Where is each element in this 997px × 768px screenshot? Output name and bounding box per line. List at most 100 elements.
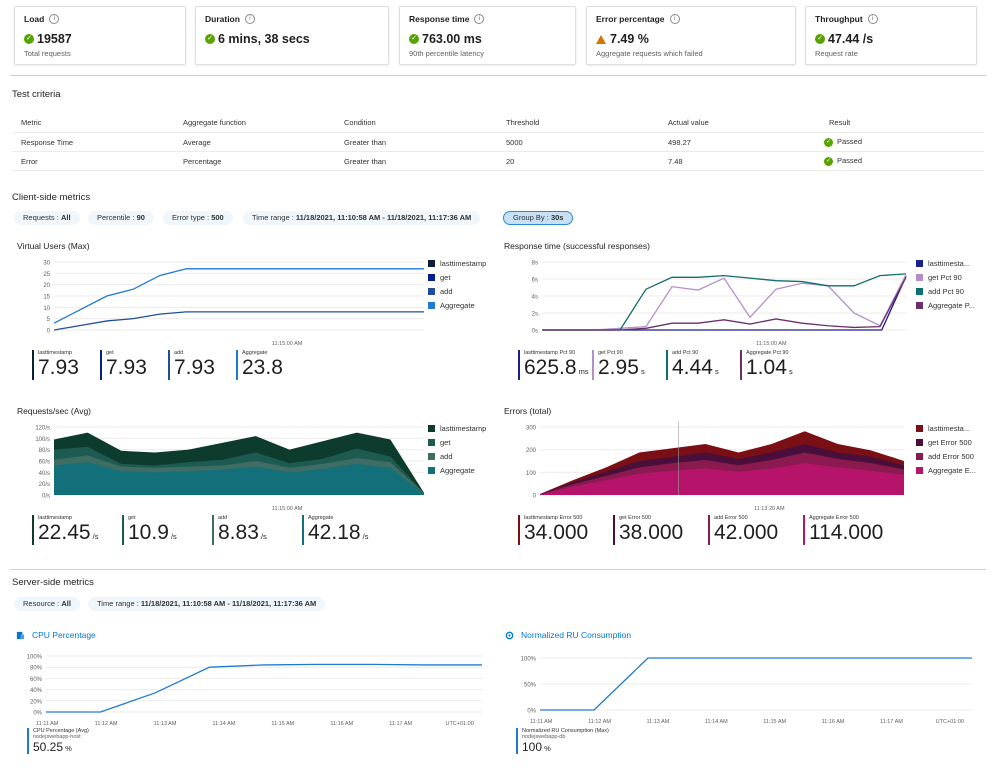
success-check-icon: ✓ (205, 34, 215, 44)
x-tick-label: 11:15:00 AM (272, 506, 303, 512)
x-tick-label: 11:15 AM (763, 719, 786, 725)
series-area[interactable] (540, 463, 904, 495)
chart-ru-consumption[interactable]: 100% 50% 0% 11:11 AM 11:12 AM 11:13 AM 11:14 A… (500, 650, 980, 726)
metric-value: 10.9 (128, 521, 169, 544)
legend-item[interactable]: lasttimestamp (428, 259, 486, 268)
metric-tile[interactable]: add Pct 90 4.44 s (666, 350, 719, 380)
legend-swatch (428, 453, 435, 460)
legend-label: Aggregate P... (928, 301, 975, 310)
metric-tile[interactable]: CPU Percentage (Avg) nodejswebapp-host 50.… (27, 728, 89, 754)
legend-item[interactable]: Aggregate E... (916, 466, 976, 475)
metric-label: lasttimestamp (38, 350, 72, 356)
metric-tile[interactable]: get Pct 90 2.95 s (592, 350, 645, 380)
metric-tile[interactable]: Aggregate Error 500 114.000 (803, 515, 883, 545)
metric-tile[interactable]: add 8.83 /s (212, 515, 267, 545)
info-icon[interactable]: i (867, 14, 878, 24)
x-tick-label: 11:15:00 AM (756, 341, 787, 347)
chart-errors[interactable]: 300 200 100 0 11:13:20 AM (500, 421, 910, 513)
metric-tile[interactable]: Aggregate Pct 90 1.04 s (740, 350, 793, 380)
legend-swatch (428, 439, 435, 446)
legend-item[interactable]: get Error 500 (916, 438, 972, 447)
metric-label: get Error 500 (619, 515, 652, 521)
filter-server-time-range[interactable]: Time range : 11/18/2021, 11:10:58 AM - 1… (88, 597, 326, 611)
chart-cpu-percentage[interactable]: 100% 80% 60% 40% 20% 0% 11:11 AM 11:12 AM 11:13 … (12, 650, 490, 726)
column-header: Threshold (506, 118, 540, 127)
metric-tile[interactable]: Aggregate 42.18 /s (302, 515, 368, 545)
info-icon[interactable]: i (669, 14, 680, 24)
legend-item[interactable]: add (428, 287, 453, 296)
metric-tile[interactable]: lasttimestamp 22.45 /s (32, 515, 98, 545)
metric-tile[interactable]: lasttimestamp Error 500 34.000 (518, 515, 588, 545)
legend-item[interactable]: lasttimestamp (428, 424, 486, 433)
x-tick-label: 11:14 AM (213, 721, 236, 726)
metric-tile[interactable]: add 7.93 (168, 350, 215, 380)
legend-item[interactable]: lasttimesta... (916, 424, 970, 433)
y-tick-label: 0s (532, 329, 538, 335)
metric-tile[interactable]: Aggregate 23.8 (236, 350, 283, 380)
metric-tile[interactable]: lasttimestamp 7.93 (32, 350, 79, 380)
table-cell: Greater than (344, 138, 387, 147)
metric-label: Normalized RU Consumption (Max) (522, 728, 609, 734)
metric-tile[interactable]: get Error 500 38.000 (613, 515, 683, 545)
metric-tile[interactable]: Normalized RU Consumption (Max) nodejsweb… (516, 728, 609, 754)
filter-error-type[interactable]: Error type : 500 (163, 211, 233, 225)
filter-resource[interactable]: Resource : All (14, 597, 80, 611)
filter-time-range[interactable]: Time range : 11/18/2021, 11:10:58 AM - 1… (243, 211, 481, 225)
legend-item[interactable]: add Error 500 (916, 452, 974, 461)
series-area[interactable] (54, 462, 424, 495)
ru-consumption-link[interactable]: Normalized RU Consumption (505, 630, 631, 640)
legend-swatch (916, 288, 923, 295)
chart-virtual-users[interactable]: 30 25 20 15 10 5 0 11:15:00 AM (12, 256, 424, 348)
y-tick-label: 30 (43, 261, 50, 267)
legend-item[interactable]: Aggregate (428, 301, 475, 310)
legend-item[interactable]: get Pct 90 (916, 273, 962, 282)
y-tick-label: 80% (30, 666, 43, 672)
metric-label: get (106, 350, 114, 356)
x-tick-label: 11:15:00 AM (272, 341, 303, 347)
x-tick-label: 11:17 AM (389, 721, 412, 726)
filter-percentile[interactable]: Percentile : 90 (88, 211, 154, 225)
legend-item[interactable]: Aggregate P... (916, 301, 975, 310)
legend-swatch (916, 425, 923, 432)
metric-tile[interactable]: get 7.93 (100, 350, 147, 380)
result-text: Passed (837, 137, 863, 146)
info-icon[interactable]: i (49, 14, 60, 24)
chart-response-time[interactable]: 8s 6s 4s 2s 0s 11:15:00 AM (500, 256, 910, 348)
chart-requests-sec[interactable]: 120/s 100/s 80/s 60/s 40/s 20/s 0/s 11:15:00 AM (12, 421, 424, 513)
legend-item[interactable]: add (428, 452, 453, 461)
metric-tile[interactable]: lasttimestamp Pct 90 625.8 ms (518, 350, 589, 380)
legend-item[interactable]: get (428, 438, 450, 447)
series-line[interactable] (542, 276, 907, 331)
info-icon[interactable]: i (244, 14, 255, 24)
legend-swatch (916, 453, 923, 460)
kpi-value: 763.00 ms (422, 32, 482, 46)
y-tick-label: 100 (526, 471, 537, 477)
chart-title-errors: Errors (total) (504, 406, 552, 416)
y-tick-label: 6s (532, 278, 538, 284)
series-line[interactable] (46, 663, 482, 713)
legend-item[interactable]: lasttimesta... (916, 259, 970, 268)
legend-item[interactable]: Aggregate (428, 466, 475, 475)
filter-group-by[interactable]: Group By : 30s (503, 211, 574, 225)
x-tick-label: 11:16 AM (822, 719, 845, 725)
metric-unit: % (542, 744, 551, 753)
cpu-percentage-link[interactable]: CPU Percentage (16, 630, 96, 640)
y-tick-label: 20% (30, 699, 43, 705)
metric-tile[interactable]: add Error 500 42.000 (708, 515, 778, 545)
legend-label: add (440, 452, 453, 461)
info-icon[interactable]: i (474, 14, 485, 24)
legend-item[interactable]: add Pct 90 (916, 287, 964, 296)
legend-swatch (428, 260, 435, 267)
y-tick-label: 0% (527, 709, 536, 715)
filter-requests[interactable]: Requests : All (14, 211, 80, 225)
legend-item[interactable]: get (428, 273, 450, 282)
metric-value: 23.8 (242, 356, 283, 379)
series-line[interactable] (542, 274, 907, 331)
passed-check-icon: ✓ (824, 156, 833, 166)
y-tick-label: 4s (532, 295, 538, 301)
legend-swatch (916, 439, 923, 446)
metric-label: add Error 500 (714, 515, 748, 521)
series-line[interactable] (53, 311, 424, 331)
series-line[interactable] (542, 273, 907, 331)
metric-tile[interactable]: get 10.9 /s (122, 515, 177, 545)
